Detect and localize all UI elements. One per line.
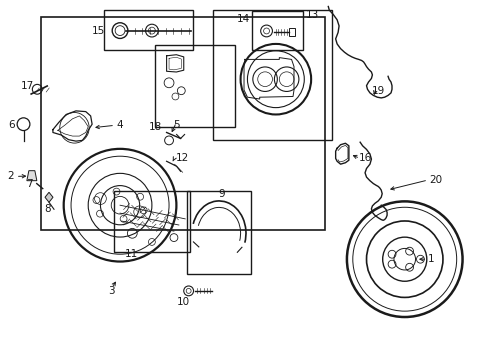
Bar bbox=[155, 45, 235, 127]
Polygon shape bbox=[45, 192, 53, 202]
Text: 8: 8 bbox=[44, 204, 51, 214]
Text: 5: 5 bbox=[173, 120, 180, 130]
Text: 20: 20 bbox=[430, 175, 442, 185]
Text: 18: 18 bbox=[149, 122, 163, 132]
Text: 14: 14 bbox=[237, 14, 250, 24]
Bar bbox=[104, 10, 193, 50]
Text: 1: 1 bbox=[428, 254, 435, 264]
Text: 4: 4 bbox=[117, 120, 123, 130]
Text: 12: 12 bbox=[175, 153, 189, 163]
Text: 3: 3 bbox=[108, 286, 115, 296]
Polygon shape bbox=[27, 171, 37, 181]
Bar bbox=[252, 11, 303, 50]
Text: 2: 2 bbox=[7, 171, 14, 181]
Bar bbox=[41, 17, 325, 230]
Bar bbox=[213, 10, 332, 140]
Text: 9: 9 bbox=[218, 189, 225, 199]
Text: 10: 10 bbox=[177, 297, 190, 307]
Text: 11: 11 bbox=[124, 249, 138, 259]
Text: 19: 19 bbox=[371, 86, 385, 96]
Bar bbox=[114, 191, 190, 252]
Text: 7: 7 bbox=[26, 179, 33, 189]
Text: 15: 15 bbox=[91, 26, 105, 36]
Bar bbox=[187, 191, 251, 274]
Text: 16: 16 bbox=[358, 153, 372, 163]
Text: 6: 6 bbox=[8, 120, 15, 130]
Text: 13: 13 bbox=[306, 10, 319, 20]
Text: 17: 17 bbox=[20, 81, 34, 91]
